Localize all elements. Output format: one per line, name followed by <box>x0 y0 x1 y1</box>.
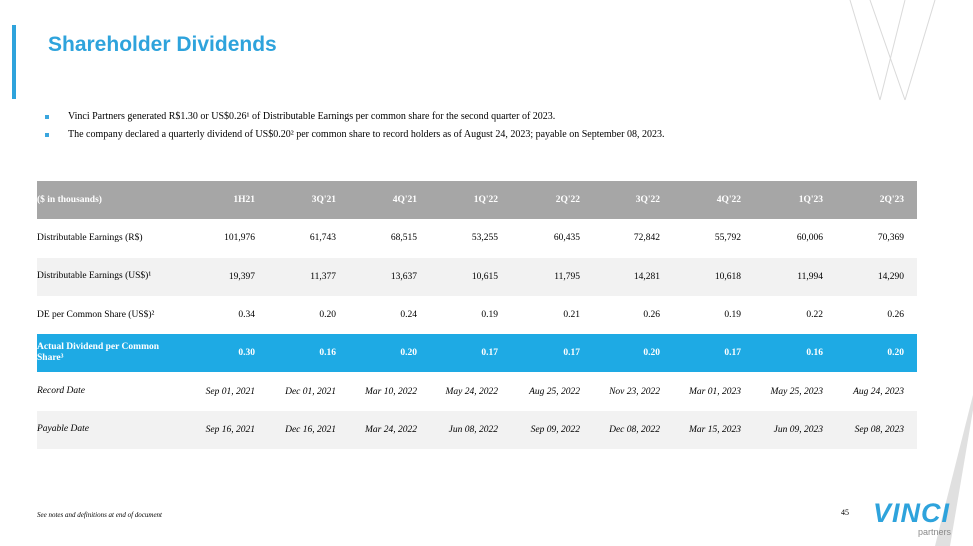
footnote: See notes and definitions at end of docu… <box>37 511 163 519</box>
table-row <box>37 257 917 296</box>
table-cell: Jun 08, 2022 <box>448 424 498 435</box>
table-cell: 55,792 <box>714 233 741 244</box>
table-cell: 0.34 <box>238 310 255 321</box>
table-cell: Sep 08, 2023 <box>854 424 904 435</box>
table-row <box>37 295 917 335</box>
table-cell: 0.17 <box>563 348 580 359</box>
table-cell: 10,615 <box>471 271 498 282</box>
table-row <box>37 410 917 450</box>
table-cell: 61,743 <box>309 233 336 244</box>
table-cell: May 25, 2023 <box>770 386 823 397</box>
table-cell: 0.20 <box>400 348 417 359</box>
column-header: 4Q'22 <box>716 195 741 206</box>
table-cell: 0.22 <box>806 310 823 321</box>
table-cell: Record Date <box>37 386 85 397</box>
table-cell: Mar 24, 2022 <box>365 424 417 435</box>
logo-tagline: partners <box>918 527 952 537</box>
table-cell: 11,377 <box>310 271 336 282</box>
bullet: The company declared a quarterly dividen… <box>68 129 665 140</box>
column-header: 1H21 <box>233 195 255 206</box>
table-cell: 60,435 <box>553 233 580 244</box>
logo: VINCI <box>873 498 951 528</box>
table-cell: 0.24 <box>400 310 417 321</box>
table-cell: Distributable Earnings (US$)¹ <box>37 271 152 282</box>
table-cell: 101,976 <box>224 233 255 244</box>
accent-bar <box>12 25 16 99</box>
table-cell: 68,515 <box>390 233 417 244</box>
table-cell: 0.19 <box>481 310 498 321</box>
table-cell: 0.20 <box>887 348 904 359</box>
bullet-marker <box>45 133 49 137</box>
title: Shareholder Dividends <box>48 33 277 56</box>
table-cell: Sep 09, 2022 <box>530 424 580 435</box>
diagonal <box>935 395 973 546</box>
column-header: 4Q'21 <box>392 195 417 206</box>
table-cell: 14,281 <box>633 271 660 282</box>
logo-lines <box>849 0 936 101</box>
column-header: 1Q'22 <box>473 195 498 206</box>
table-cell: 0.30 <box>238 348 255 359</box>
table-cell: 0.16 <box>806 348 823 359</box>
table-row <box>37 181 917 220</box>
table-cell: Dec 01, 2021 <box>285 386 336 397</box>
table-cell: Dec 16, 2021 <box>285 424 336 435</box>
table-cell: Payable Date <box>37 424 89 435</box>
table-row <box>37 219 917 258</box>
table-cell: 60,006 <box>796 233 823 244</box>
bullet-marker <box>45 115 49 119</box>
column-header: ($ in thousands) <box>37 194 102 205</box>
table-cell: Mar 10, 2022 <box>365 386 417 397</box>
table-cell: 19,397 <box>228 271 255 282</box>
table-cell: 11,795 <box>554 271 580 282</box>
column-header: 1Q'23 <box>798 195 823 206</box>
table-cell: 70,369 <box>877 233 904 244</box>
table-cell: Sep 01, 2021 <box>205 386 255 397</box>
table-cell: Aug 24, 2023 <box>853 386 904 397</box>
table-cell: 53,255 <box>471 233 498 244</box>
table-cell: Actual Dividend per Common Share³ <box>37 342 160 364</box>
table-cell: Distributable Earnings (R$) <box>37 232 143 243</box>
table-cell: 0.21 <box>563 310 580 321</box>
table-cell: 72,842 <box>633 233 660 244</box>
column-header: 2Q'23 <box>879 195 904 206</box>
table-cell: 0.17 <box>481 348 498 359</box>
table-cell: 0.20 <box>643 348 660 359</box>
table-cell: May 24, 2022 <box>445 386 498 397</box>
table-cell: 0.17 <box>724 348 741 359</box>
table-cell: DE per Common Share (US$)² <box>37 309 155 320</box>
table-cell: 14,290 <box>877 271 904 282</box>
table-cell: 0.19 <box>724 310 741 321</box>
column-header: 2Q'22 <box>555 195 580 206</box>
table-cell: Jun 09, 2023 <box>773 424 823 435</box>
table-cell: 0.26 <box>643 310 660 321</box>
page-number: 45 <box>841 508 849 517</box>
table-cell: 10,618 <box>714 271 741 282</box>
table-cell: 0.16 <box>319 348 336 359</box>
column-header: 3Q'22 <box>635 195 660 206</box>
table-cell: Aug 25, 2022 <box>529 386 580 397</box>
table-cell: Mar 15, 2023 <box>689 424 741 435</box>
table-cell: Nov 23, 2022 <box>609 386 660 397</box>
bullet: Vinci Partners generated R$1.30 or US$0.… <box>68 111 556 122</box>
table-row <box>37 334 917 373</box>
table-cell: Dec 08, 2022 <box>609 424 660 435</box>
table-cell: Mar 01, 2023 <box>689 386 741 397</box>
table-cell: Sep 16, 2021 <box>205 424 255 435</box>
table-cell: 0.26 <box>887 310 904 321</box>
table-row <box>37 372 917 411</box>
table-cell: 11,994 <box>797 271 823 282</box>
table-cell: 0.20 <box>319 310 336 321</box>
column-header: 3Q'21 <box>311 195 336 206</box>
table-cell: 13,637 <box>390 271 417 282</box>
